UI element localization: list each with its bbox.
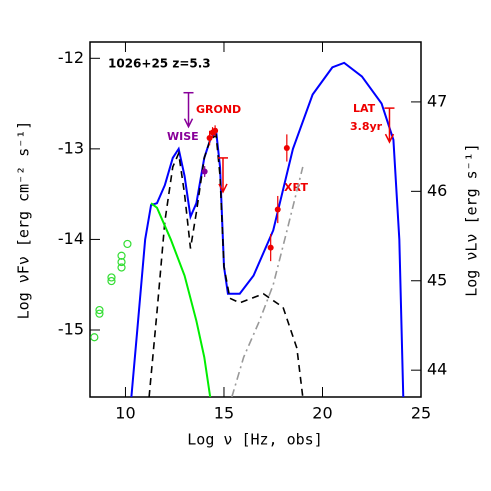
y2-tick-label: 44 [427, 360, 447, 379]
sed-curve [150, 202, 212, 397]
data-point [123, 239, 132, 249]
data-point [201, 168, 208, 175]
data-point [95, 305, 104, 315]
x-tick-label: 25 [411, 404, 431, 423]
annotation: LAT [353, 102, 376, 115]
upper-limit-arrow [384, 108, 395, 144]
sed-curve [130, 61, 405, 397]
data-point [212, 127, 219, 134]
data-point [117, 263, 126, 272]
y2-tick-label: 47 [427, 91, 447, 110]
y-tick-label: -13 [58, 138, 84, 157]
data-point [117, 251, 126, 260]
data-point [107, 273, 116, 282]
x-tick-label: 10 [115, 404, 135, 423]
data-point [107, 276, 116, 286]
sed-curve [148, 133, 304, 397]
plot-area [90, 61, 405, 397]
y-tick-label: -12 [58, 48, 84, 67]
upper-limit-arrow [183, 92, 194, 129]
y2-tick-label: 45 [427, 270, 447, 289]
data-point [283, 144, 290, 151]
annotation: WISE [167, 130, 199, 143]
plot-frame [89, 41, 422, 398]
annotation: 1026+25 z=5.3 [108, 57, 211, 71]
annotation: XRT [284, 181, 308, 194]
y-axis-title: Log νFν [erg cm⁻² s⁻¹] [15, 121, 33, 320]
data-point [274, 206, 281, 213]
data-point [267, 244, 274, 251]
x-tick-label: 15 [214, 404, 234, 423]
data-point [90, 333, 99, 342]
upper-limit-arrow [218, 157, 228, 194]
annotation: 3.8yr [350, 120, 383, 133]
data-point [206, 134, 213, 141]
y2-tick-label: 46 [427, 181, 447, 200]
x-tick-label: 20 [312, 404, 332, 423]
data-point [117, 257, 126, 267]
data-point [95, 309, 104, 318]
x-axis-title: Log ν [Hz, obs] [187, 431, 322, 449]
annotation: GROND [196, 103, 241, 116]
sed-curve [231, 166, 304, 397]
y-tick-label: -15 [58, 319, 84, 338]
y-tick-label: -14 [58, 229, 84, 248]
y2-axis-title: Log νLν [erg s⁻¹] [463, 143, 481, 297]
